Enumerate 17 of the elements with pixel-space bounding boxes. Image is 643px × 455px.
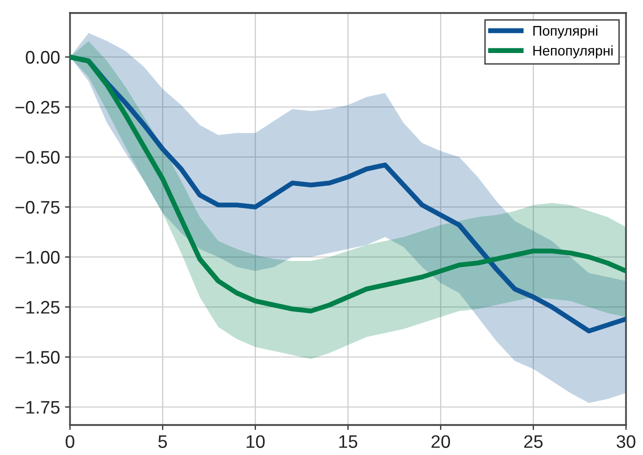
- y-tick-label: −1.00: [15, 250, 60, 264]
- y-tick-label: −1.25: [15, 300, 60, 314]
- y-tick-label: −1.75: [15, 401, 60, 414]
- x-tick-label: 20: [432, 435, 450, 448]
- y-tick-label: −1.50: [15, 350, 60, 364]
- legend-label: Популярні: [533, 26, 598, 38]
- y-tick-label: 0.00: [26, 50, 60, 64]
- legend-label: Непопулярні: [533, 45, 613, 58]
- x-tick-label: 10: [246, 435, 265, 448]
- y-tick-label: −0.50: [15, 150, 60, 164]
- x-tick-label: 0: [66, 435, 74, 448]
- x-tick-label: 15: [339, 435, 358, 448]
- x-tick-label: 30: [616, 435, 636, 448]
- y-tick-label: −0.75: [15, 200, 60, 214]
- x-tick-label: 5: [158, 435, 167, 448]
- y-tick-label: −0.25: [15, 100, 60, 114]
- x-tick-label: 25: [524, 435, 543, 448]
